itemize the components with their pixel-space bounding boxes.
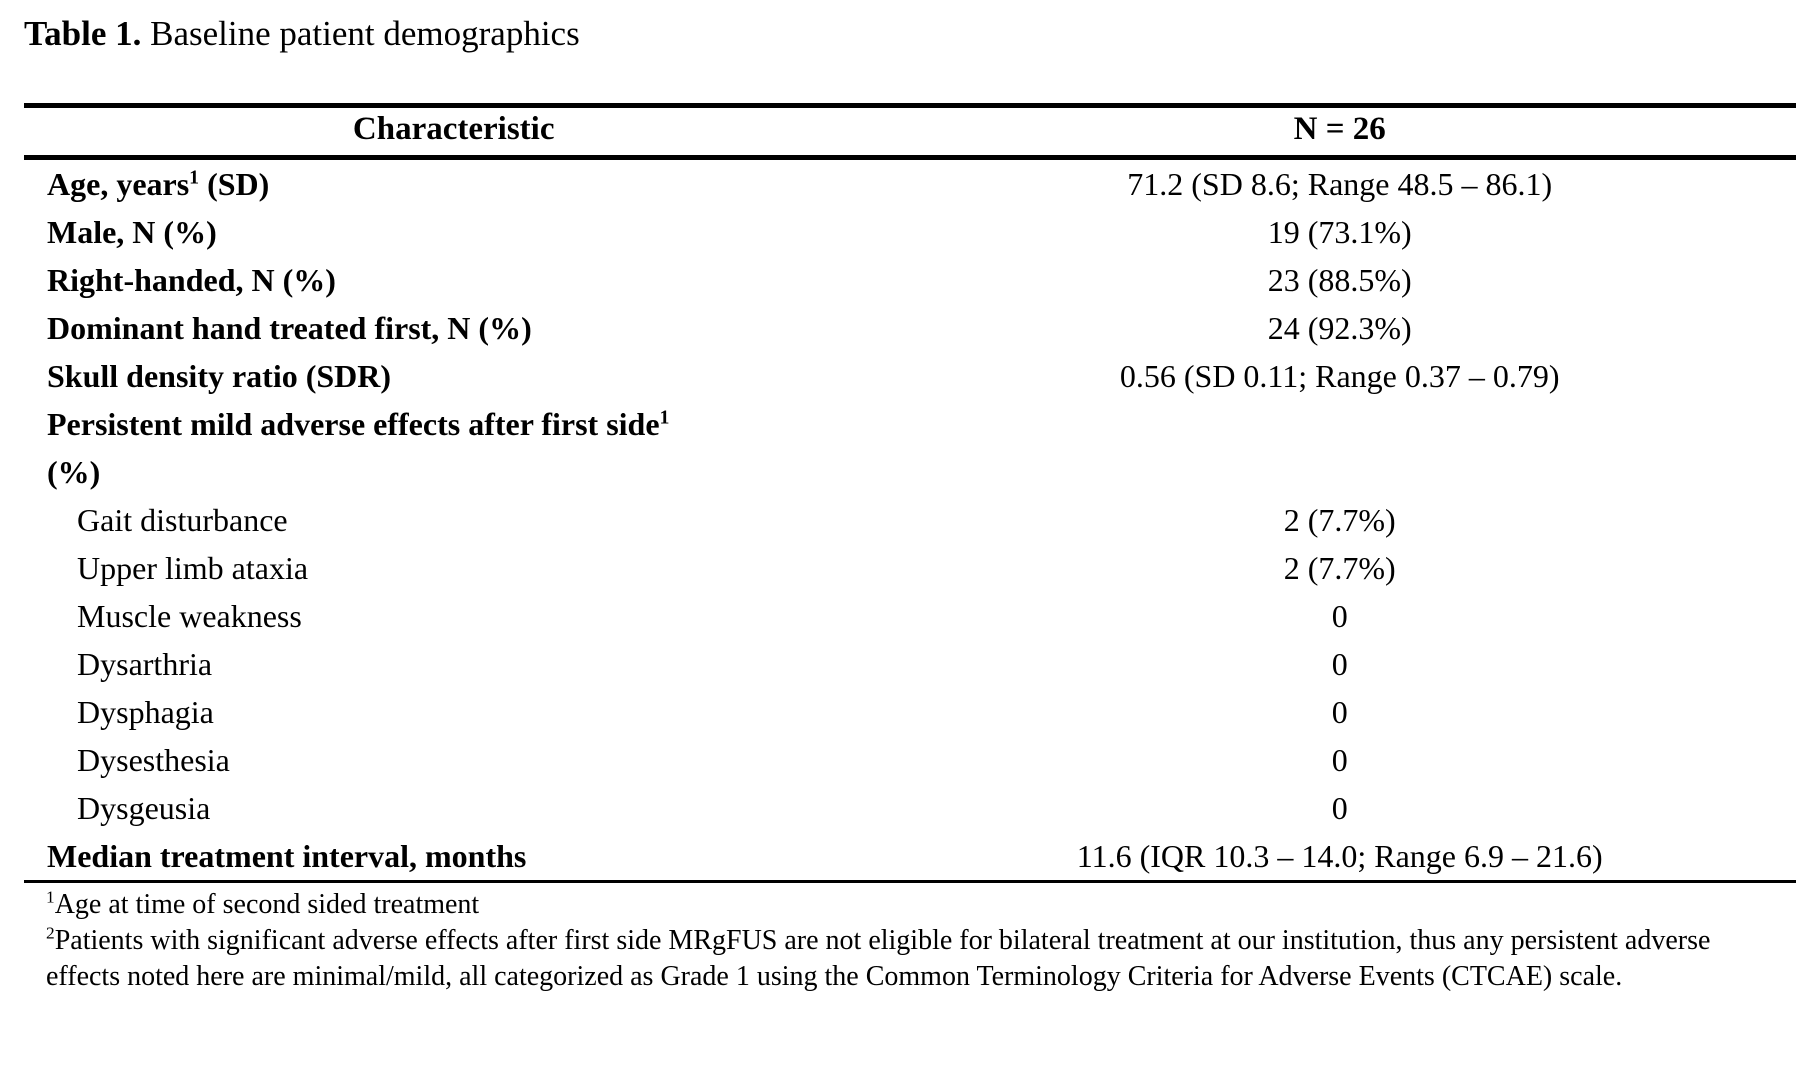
footnote-text: Patients with significant adverse effect… [46, 925, 1711, 992]
characteristic-label: Male, N (%) [47, 208, 883, 256]
value-cell: 71.2 (SD 8.6; Range 48.5 – 86.1) [1127, 166, 1553, 202]
characteristic-label: Dysarthria [77, 640, 883, 688]
characteristic-text: Upper limb ataxia [77, 550, 309, 586]
characteristic-text: Male, N (%) [47, 214, 217, 250]
characteristic-label: Upper limb ataxia [77, 544, 883, 592]
table-row: Dysphagia 0 [24, 688, 1796, 736]
characteristic-cell: Dysphagia [24, 688, 883, 736]
characteristic-text: Dysgeusia [77, 790, 211, 826]
characteristic-text: Right-handed, N (%) [47, 262, 336, 298]
value-cell: 0 [1331, 742, 1348, 778]
value-cell [883, 400, 1796, 496]
table-row: Muscle weakness 0 [24, 592, 1796, 640]
table-row: Gait disturbance 2 (7.7%) [24, 496, 1796, 544]
characteristic-cell: Gait disturbance [24, 496, 883, 544]
characteristic-cell: Right-handed, N (%) [24, 256, 883, 304]
value-cell: 0 [1331, 694, 1348, 730]
table-row: Dominant hand treated first, N (%) 24 (92… [24, 304, 1796, 352]
value-cell: 2 (7.7%) [1283, 550, 1396, 586]
characteristic-cell: Dominant hand treated first, N (%) [24, 304, 883, 352]
characteristic-cell: Dysgeusia [24, 784, 883, 832]
characteristic-cell: Dysarthria [24, 640, 883, 688]
table-row: Male, N (%) 19 (73.1%) [24, 208, 1796, 256]
table-row: Median treatment interval, months 11.6 (I… [24, 832, 1796, 880]
characteristic-label: Dysphagia [77, 688, 883, 736]
value-cell: 19 (73.1%) [1267, 214, 1412, 250]
table-row: Persistent mild adverse effects after fi… [24, 400, 1796, 496]
characteristic-text: Dysphagia [77, 694, 214, 730]
table-row: Age, years1 (SD) 71.2 (SD 8.6; Range 48.5… [24, 160, 1796, 208]
characteristic-cell: Age, years1 (SD) [24, 160, 883, 208]
characteristic-text: Skull density ratio (SDR) [47, 358, 392, 394]
characteristic-label: Muscle weakness [77, 592, 883, 640]
table-header-row: Characteristic N = 26 [24, 108, 1796, 160]
characteristic-text-suffix: (SD) [199, 166, 270, 202]
value-cell: 0 [1331, 598, 1348, 634]
characteristic-text: Muscle weakness [77, 598, 302, 634]
value-cell: 2 (7.7%) [1283, 502, 1396, 538]
value-cell: 24 (92.3%) [1267, 310, 1412, 346]
column-header-n: N = 26 [1293, 111, 1386, 147]
footnote-marker: 1 [46, 887, 55, 907]
characteristic-cell: Muscle weakness [24, 592, 883, 640]
characteristic-label: Right-handed, N (%) [47, 256, 883, 304]
table-row: Dysesthesia 0 [24, 736, 1796, 784]
characteristic-text: Dominant hand treated first, N (%) [47, 310, 532, 346]
characteristic-label: Median treatment interval, months [47, 832, 883, 880]
footnote-marker: 1 [189, 166, 200, 189]
characteristic-text: Median treatment interval, months [47, 838, 527, 874]
characteristic-label: Skull density ratio (SDR) [47, 352, 883, 400]
characteristic-label-wrap: (%) [47, 454, 101, 490]
table-row: Dysgeusia 0 [24, 784, 1796, 832]
characteristic-text: Persistent mild adverse effects after fi… [47, 406, 660, 442]
characteristic-cell: Median treatment interval, months [24, 832, 883, 880]
characteristic-text: Gait disturbance [77, 502, 288, 538]
characteristic-label: Dominant hand treated first, N (%) [47, 304, 883, 352]
table-title-label: Table 1. [24, 14, 142, 53]
characteristic-label: Gait disturbance [77, 496, 883, 544]
characteristic-text: Age, years [47, 166, 190, 202]
demographics-table: Characteristic N = 26 Age, years1 (SD) 71… [24, 103, 1796, 883]
table-row: Right-handed, N (%) 23 (88.5%) [24, 256, 1796, 304]
column-header-characteristic: Characteristic [352, 111, 555, 147]
table-row: Dysarthria 0 [24, 640, 1796, 688]
table-title: Table 1. Baseline patient demographics [24, 12, 1796, 56]
footnote: 1Age at time of second sided treatment [46, 887, 1790, 923]
footnote-marker: 1 [659, 406, 670, 429]
table-body: Age, years1 (SD) 71.2 (SD 8.6; Range 48.5… [24, 160, 1796, 883]
characteristic-cell: Upper limb ataxia [24, 544, 883, 592]
characteristic-cell: Male, N (%) [24, 208, 883, 256]
characteristic-label: Persistent mild adverse effects after fi… [47, 400, 883, 448]
value-cell: 0.56 (SD 0.11; Range 0.37 – 0.79) [1119, 358, 1560, 394]
value-cell: 0 [1331, 646, 1348, 682]
characteristic-cell: Persistent mild adverse effects after fi… [24, 400, 883, 496]
characteristic-label: Dysgeusia [77, 784, 883, 832]
value-cell: 11.6 (IQR 10.3 – 14.0; Range 6.9 – 21.6) [1076, 838, 1603, 874]
footnote-text: Age at time of second sided treatment [54, 889, 480, 920]
table-row: Skull density ratio (SDR) 0.56 (SD 0.11; … [24, 352, 1796, 400]
value-cell: 0 [1331, 790, 1348, 826]
footnotes: 1Age at time of second sided treatment 2P… [24, 883, 1796, 995]
characteristic-text: Dysesthesia [77, 742, 230, 778]
table-row: Upper limb ataxia 2 (7.7%) [24, 544, 1796, 592]
value-cell: 23 (88.5%) [1267, 262, 1412, 298]
characteristic-cell: Dysesthesia [24, 736, 883, 784]
footnote-marker: 2 [46, 923, 55, 943]
table-title-text: Baseline patient demographics [150, 14, 580, 53]
characteristic-text: Dysarthria [77, 646, 213, 682]
characteristic-label: Dysesthesia [77, 736, 883, 784]
characteristic-cell: Skull density ratio (SDR) [24, 352, 883, 400]
footnote: 2Patients with significant adverse effec… [46, 923, 1790, 995]
characteristic-label: Age, years1 (SD) [47, 160, 883, 208]
